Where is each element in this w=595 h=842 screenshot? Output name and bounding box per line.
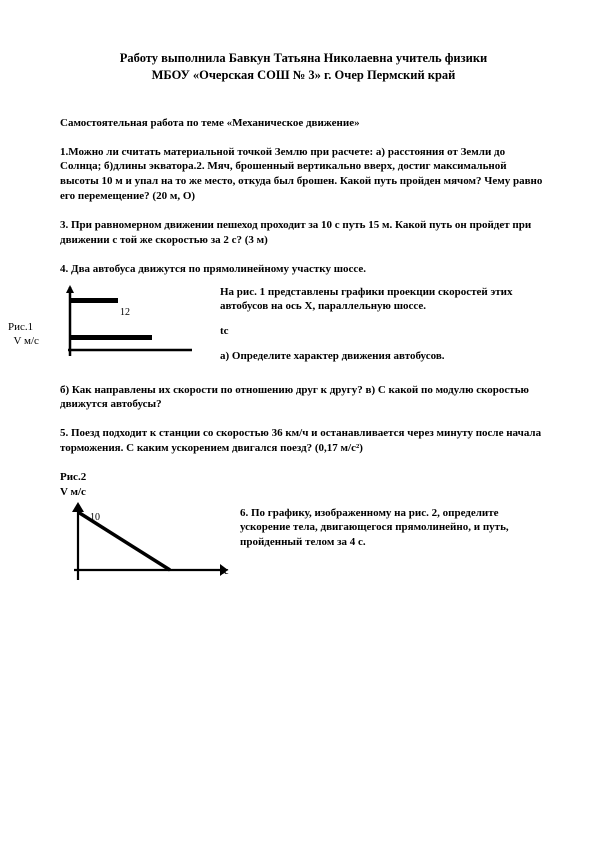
fig1-tc-label: tc	[220, 324, 540, 339]
fig1-caption-top: На рис. 1 представлены графики проекции …	[220, 285, 540, 315]
fig2-tc-label: tc	[220, 564, 229, 579]
fig1-ris: Рис.1	[8, 321, 33, 333]
title-line1: Работу выполнила Бавкун Татьяна Николаев…	[60, 50, 547, 67]
figure2-region: Рис.2 V м/с 10 tc 6. По графику, изображ…	[60, 470, 547, 592]
question-1-2: 1.Можно ли считать материальной точкой З…	[60, 145, 547, 204]
section-heading: Самостоятельная работа по теме «Механиче…	[60, 116, 547, 131]
figure1-region: 12 На рис. 1 представлены графики проекц…	[60, 283, 547, 373]
fig1-caption-a: а) Определите характер движения автобусо…	[220, 349, 540, 364]
page-title: Работу выполнила Бавкун Татьяна Николаев…	[60, 50, 547, 84]
svg-text:12: 12	[120, 307, 130, 318]
figure1-margin-label: Рис.1 V м/с	[8, 320, 39, 349]
title-line2: МБОУ «Очерская СОШ № 3» г. Очер Пермский…	[60, 67, 547, 84]
svg-text:10: 10	[90, 512, 100, 523]
figure1-chart: 12	[60, 283, 200, 368]
question-4b: б) Как направлены их скорости по отношен…	[60, 383, 547, 413]
figure2-chart: 10	[60, 502, 230, 592]
question-6: 6. По графику, изображенному на рис. 2, …	[240, 506, 540, 551]
question-4: 4. Два автобуса движутся по прямолинейно…	[60, 262, 547, 277]
question-5: 5. Поезд подходит к станции со скоростью…	[60, 426, 547, 456]
fig2-ris: Рис.2	[60, 471, 86, 483]
fig2-axis-v: V м/с	[60, 486, 86, 498]
question-3: 3. При равномерном движении пешеход прох…	[60, 218, 547, 248]
fig1-axis-v: V м/с	[14, 335, 39, 347]
